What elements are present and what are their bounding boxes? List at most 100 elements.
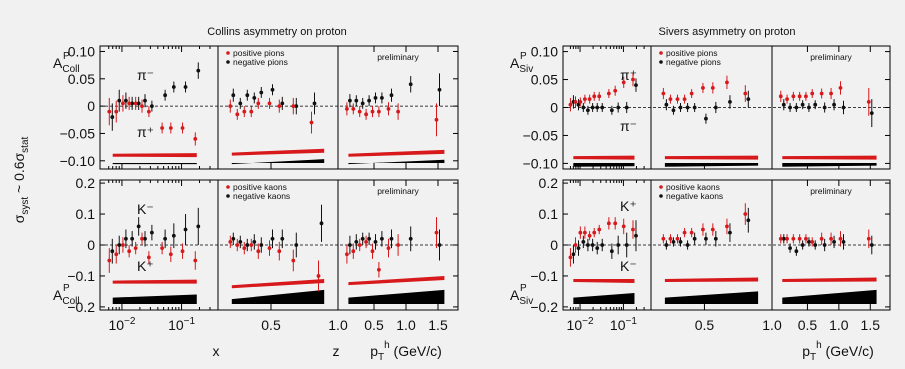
point-neg — [813, 102, 818, 107]
legend-label-pos: positive pions — [666, 48, 718, 58]
point-pos — [838, 236, 843, 241]
legend-label-neg: negative pions — [666, 57, 721, 67]
point-pos — [267, 246, 272, 250]
point-pos — [228, 240, 233, 244]
point-pos — [797, 236, 802, 241]
point-pos — [791, 236, 796, 241]
point-pos — [573, 100, 578, 104]
syst-band-pos — [112, 279, 197, 284]
point-pos — [631, 227, 635, 232]
point-pos — [146, 109, 151, 114]
point-neg — [746, 97, 751, 102]
legend-label-pos: positive kaons — [233, 182, 287, 192]
syst-band-pos — [112, 153, 197, 158]
point-pos — [249, 109, 254, 114]
point-neg — [616, 243, 621, 247]
point-pos — [668, 236, 673, 241]
syst-band-neg — [664, 291, 759, 304]
point-pos — [743, 212, 748, 216]
y-tick-label: 0.10 — [531, 44, 558, 60]
point-pos — [804, 94, 808, 99]
point-neg — [685, 105, 690, 110]
point-neg — [389, 236, 394, 241]
point-neg — [624, 105, 629, 110]
point-pos — [592, 230, 597, 235]
point-neg — [664, 102, 669, 107]
point-neg — [171, 233, 176, 238]
point-pos — [785, 236, 789, 241]
point-neg — [692, 105, 697, 110]
point-pos — [597, 227, 602, 232]
point-pos — [114, 252, 119, 257]
y-tick-label: 0.2 — [539, 175, 559, 191]
syst-band-pos — [348, 149, 445, 157]
point-pos — [689, 91, 694, 96]
point-neg — [600, 243, 605, 247]
point-pos — [621, 224, 626, 229]
point-neg — [312, 101, 317, 106]
y-tick-label: 0 — [87, 98, 95, 114]
point-neg — [270, 87, 275, 92]
point-neg — [124, 236, 128, 241]
legend-marker-neg — [659, 194, 663, 198]
point-neg — [238, 101, 243, 106]
point-neg — [590, 243, 595, 247]
y-tick-label: −0.1 — [530, 268, 558, 284]
point-neg — [678, 105, 683, 110]
y-tick-label: 0.05 — [531, 72, 558, 88]
point-neg — [794, 249, 799, 254]
point-neg — [294, 104, 299, 109]
point-neg — [585, 243, 590, 247]
syst-band-neg — [348, 289, 445, 304]
x-axis-label-pt: pTh (GeV/c) — [802, 340, 874, 363]
point-neg — [609, 108, 614, 113]
point-pos — [277, 104, 282, 109]
point-pos — [434, 230, 439, 235]
legend-label-neg: negative pions — [233, 57, 288, 67]
point-neg — [869, 243, 874, 247]
point-pos — [127, 101, 132, 106]
point-neg — [704, 236, 708, 241]
point-neg — [367, 98, 371, 103]
point-pos — [242, 109, 247, 114]
point-neg — [841, 240, 846, 244]
point-neg — [252, 96, 257, 100]
point-neg — [781, 102, 786, 107]
point-neg — [124, 98, 128, 103]
point-neg — [149, 104, 154, 109]
point-neg — [380, 96, 384, 100]
point-pos — [866, 236, 871, 241]
point-neg — [581, 105, 586, 110]
point-pos — [710, 86, 715, 90]
point-neg — [728, 230, 732, 235]
x-axis-label-x: x — [213, 343, 220, 359]
point-pos — [107, 109, 112, 114]
point-neg — [869, 111, 874, 115]
point-neg — [704, 116, 708, 121]
point-pos — [351, 106, 356, 111]
point-pos — [345, 106, 349, 111]
point-pos — [345, 252, 349, 257]
point-pos — [582, 230, 587, 235]
shared-y-label: σsyst ~ 0.6σstat — [11, 136, 31, 223]
point-neg — [136, 224, 141, 229]
chart-title: Collins asymmetry on proton — [207, 26, 346, 38]
point-neg — [832, 240, 836, 244]
x-tick-label: 10−1 — [168, 316, 195, 333]
legend-marker-pos — [226, 185, 230, 189]
point-neg — [348, 98, 352, 103]
point-neg — [196, 224, 201, 229]
point-neg — [634, 233, 638, 238]
syst-band-neg — [782, 289, 877, 304]
syst-band-pos — [573, 279, 635, 284]
legend-marker-pos — [226, 51, 230, 55]
point-neg — [728, 100, 732, 104]
point-pos — [180, 126, 185, 130]
point-pos — [631, 77, 635, 82]
preliminary-label: preliminary — [810, 52, 852, 62]
y-tick-label: −0.05 — [523, 127, 559, 143]
point-pos — [249, 243, 254, 247]
y-tick-label: 0.05 — [68, 71, 95, 87]
point-pos — [180, 249, 185, 254]
point-neg — [585, 108, 590, 113]
